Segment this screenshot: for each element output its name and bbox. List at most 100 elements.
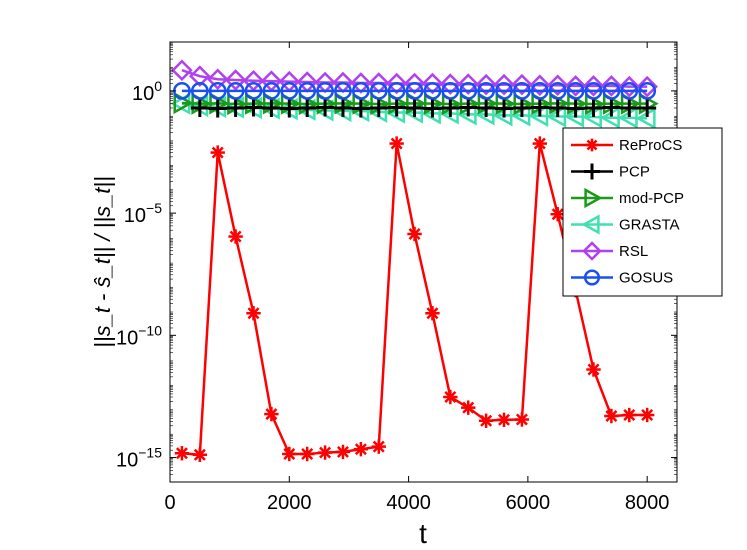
data-point-rsl — [421, 72, 444, 95]
data-point-reprocs — [301, 448, 314, 460]
y-tick-exponent: −5 — [146, 200, 162, 216]
data-point-gosus — [477, 81, 496, 100]
y-axis-label: ||s_t - ŝ_t|| / ||s_t|| — [90, 176, 115, 348]
legend-marker-reprocs — [586, 139, 598, 151]
data-point-gosus — [566, 81, 585, 100]
data-point-gosus — [316, 81, 334, 100]
data-point-gosus — [441, 81, 460, 100]
data-point-rsl — [403, 72, 426, 95]
y-tick-base: 10 — [124, 205, 146, 227]
data-point-reprocs — [211, 146, 224, 159]
data-point-reprocs — [390, 137, 403, 150]
data-point-gosus — [208, 81, 227, 100]
legend-entry-grasta: GRASTA — [571, 214, 680, 235]
data-point-gosus — [459, 81, 478, 100]
data-point-rsl — [475, 73, 497, 96]
data-point-reprocs — [480, 414, 493, 427]
data-point-reprocs — [283, 448, 296, 460]
data-point-reprocs — [515, 413, 528, 426]
data-point-gosus — [351, 81, 370, 100]
y-tick-label: 10−15 — [116, 445, 162, 472]
legend-entry-reprocs: ReProCS — [571, 137, 682, 154]
data-point-gosus — [226, 81, 245, 100]
data-point-rsl — [457, 73, 480, 95]
data-point-reprocs — [372, 440, 385, 453]
data-point-rsl — [385, 72, 408, 95]
legend-entry-pcp: PCP — [571, 163, 650, 181]
data-point-gosus — [369, 81, 388, 100]
data-point-rsl — [189, 65, 211, 87]
legend-label-rsl: RSL — [619, 243, 648, 260]
data-point-gosus — [495, 81, 513, 100]
data-point-gosus — [620, 81, 639, 100]
x-tick-label: 2000 — [267, 492, 312, 514]
legend-label-grasta: GRASTA — [619, 217, 680, 234]
y-tick-base: 10 — [116, 327, 138, 349]
x-tick-label: 8000 — [625, 492, 670, 514]
data-point-rsl — [206, 68, 229, 90]
legend-label-gosus: GOSUS — [619, 270, 673, 287]
data-point-gosus — [387, 81, 406, 100]
data-point-gosus — [244, 81, 263, 100]
data-point-reprocs — [623, 409, 636, 421]
y-tick-base: 10 — [132, 83, 154, 105]
data-point-gosus — [334, 81, 352, 100]
data-point-rsl — [529, 74, 551, 97]
data-point-rsl — [546, 74, 569, 97]
x-tick-label: 4000 — [386, 492, 431, 514]
data-point-rsl — [636, 75, 658, 98]
data-point-gosus — [262, 81, 281, 100]
data-point-rsl — [439, 73, 462, 95]
legend-entry-mod-pcp: mod-PCP — [571, 187, 684, 209]
data-point-reprocs — [408, 228, 421, 240]
data-point-reprocs — [354, 443, 367, 456]
data-point-reprocs — [641, 409, 654, 421]
data-point-reprocs — [587, 363, 600, 376]
data-point-reprocs — [193, 448, 206, 461]
legend-marker-mod-pcp — [584, 187, 603, 209]
legend-marker-gosus — [583, 269, 601, 286]
legend-label-reprocs: ReProCS — [619, 137, 682, 154]
data-point-reprocs — [229, 230, 242, 243]
data-point-gosus — [405, 81, 424, 100]
data-point-reprocs — [551, 208, 564, 221]
data-point-rsl — [618, 75, 641, 98]
data-point-gosus — [584, 81, 603, 100]
data-point-reprocs — [175, 447, 188, 460]
data-point-gosus — [548, 81, 567, 100]
data-point-gosus — [602, 81, 621, 100]
data-point-rsl — [600, 75, 623, 97]
data-point-gosus — [280, 81, 299, 100]
data-point-reprocs — [462, 401, 475, 414]
data-point-gosus — [190, 81, 209, 100]
legend-label-pcp: PCP — [619, 164, 650, 181]
legend-box — [562, 127, 723, 297]
legend-marker-rsl — [582, 241, 602, 261]
data-point-rsl — [224, 69, 247, 91]
y-tick-exponent: −15 — [138, 445, 162, 461]
data-point-reprocs — [498, 413, 510, 426]
x-tick-label: 0 — [164, 492, 175, 514]
data-point-rsl — [511, 73, 533, 96]
data-point-gosus — [513, 81, 531, 100]
series-pcp — [190, 98, 657, 118]
y-tick-exponent: −10 — [138, 322, 162, 338]
y-tick-label: 10−5 — [124, 200, 162, 227]
legend-entry-gosus: GOSUS — [571, 269, 673, 287]
legend-label-mod-pcp: mod-PCP — [619, 190, 684, 207]
data-point-reprocs — [265, 408, 278, 421]
data-point-gosus — [530, 81, 549, 100]
data-point-rsl — [582, 75, 605, 97]
data-point-gosus — [423, 81, 442, 100]
legend-entry-rsl: RSL — [571, 241, 648, 261]
y-tick-exponent: 0 — [154, 78, 162, 94]
data-point-reprocs — [247, 307, 260, 320]
data-point-reprocs — [533, 137, 546, 150]
data-point-reprocs — [319, 446, 332, 459]
data-point-reprocs — [426, 307, 439, 320]
data-point-gosus — [298, 81, 317, 100]
data-point-rsl — [564, 75, 587, 97]
data-point-rsl — [493, 73, 515, 96]
y-tick-label: 100 — [132, 78, 162, 105]
